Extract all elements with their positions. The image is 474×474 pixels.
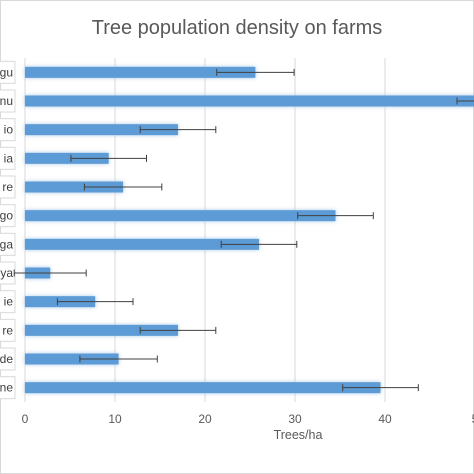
x-axis-title: Trees/ha <box>274 428 323 442</box>
category-label: de <box>0 352 13 366</box>
category-labels: gu nu io ia re go ga ya ie re de ne <box>0 65 13 394</box>
category-label-box <box>0 204 16 228</box>
category-label-box <box>0 318 16 342</box>
category-label: io <box>4 123 14 137</box>
x-tick-label: 30 <box>288 412 302 426</box>
category-label-box <box>0 232 16 256</box>
category-label-box <box>0 175 16 199</box>
category-label-box <box>0 146 16 170</box>
category-label: re <box>2 323 13 337</box>
x-tick-label: 5 <box>472 412 474 426</box>
bar <box>25 181 124 193</box>
category-label: ia <box>4 151 14 165</box>
category-label: ya <box>0 266 13 280</box>
category-label-box <box>0 89 16 113</box>
category-label: go <box>0 209 13 223</box>
x-tick-label: 40 <box>378 412 392 426</box>
bar <box>25 382 381 394</box>
bar <box>25 95 474 107</box>
x-tick-label: 0 <box>22 412 29 426</box>
category-label: re <box>2 180 13 194</box>
category-label-box <box>0 376 16 400</box>
category-label-boxes <box>0 60 16 400</box>
bar <box>25 238 259 250</box>
category-label: ie <box>4 295 14 309</box>
category-label: ga <box>0 237 13 251</box>
category-label-box <box>0 60 16 84</box>
bar <box>25 324 178 336</box>
bar <box>25 66 256 78</box>
category-label: gu <box>0 65 13 79</box>
category-label: nu <box>0 94 13 108</box>
category-label-box <box>0 118 16 142</box>
bars <box>25 66 474 394</box>
bar <box>25 124 178 136</box>
category-label-box <box>0 290 16 314</box>
error-bars <box>13 68 474 392</box>
category-label-box <box>0 347 16 371</box>
category-label: ne <box>0 381 13 395</box>
x-tick-label: 20 <box>198 412 212 426</box>
bar <box>25 152 109 164</box>
gridlines <box>24 58 386 402</box>
bar <box>25 353 119 365</box>
bar <box>25 210 336 222</box>
chart-title: Tree population density on farms <box>92 17 383 39</box>
x-tick-label: 10 <box>108 412 122 426</box>
x-axis-ticks: 0 10 20 30 40 5 <box>22 412 474 426</box>
